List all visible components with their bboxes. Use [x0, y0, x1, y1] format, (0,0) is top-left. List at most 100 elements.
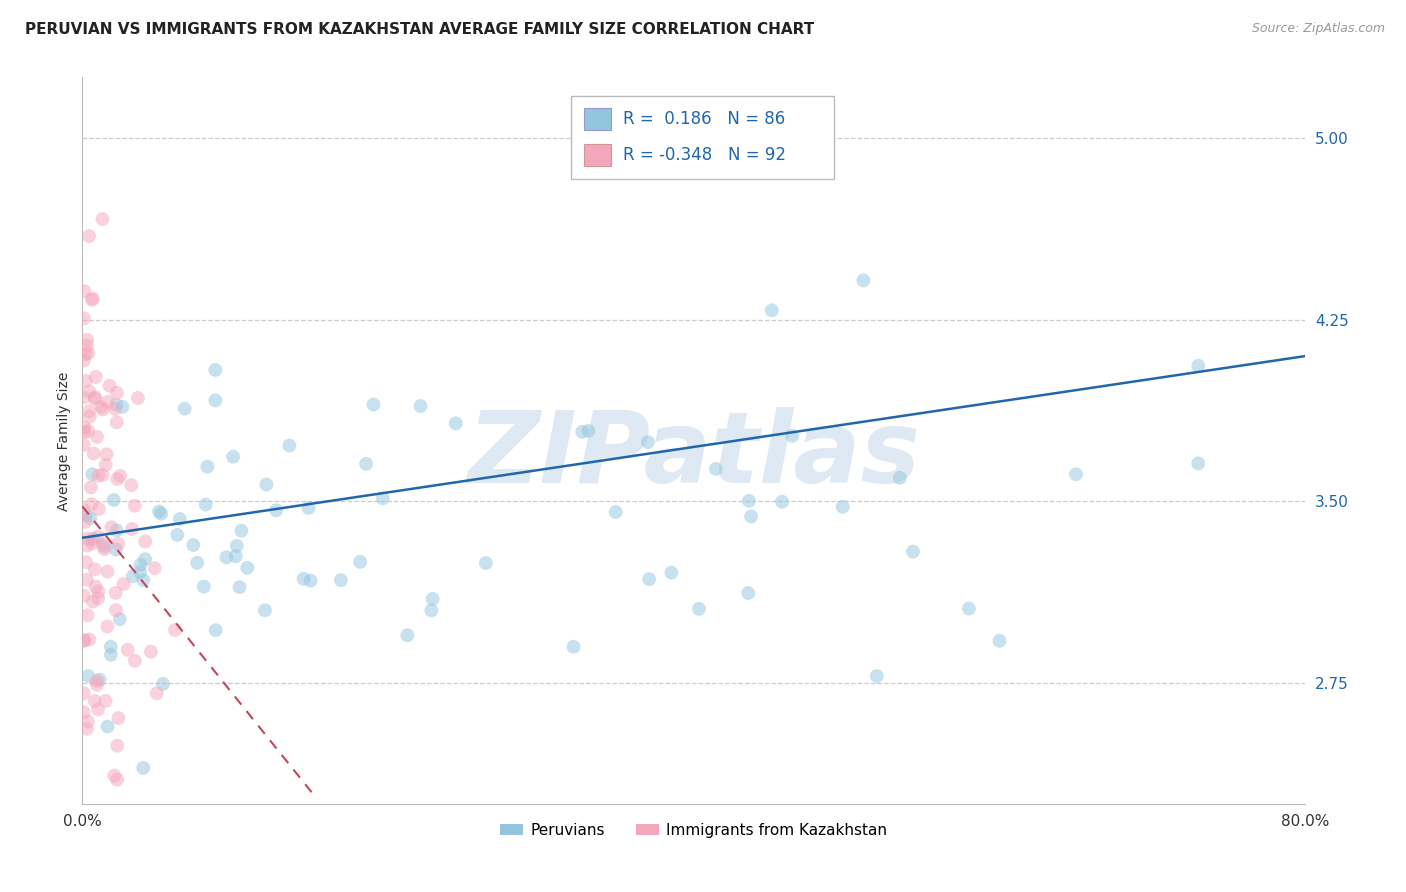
Point: [86, 673, 108, 688]
Point: [889, 471, 911, 485]
Point: [84, 390, 107, 404]
Point: [73, 706, 96, 720]
Point: [371, 491, 394, 506]
Point: [292, 572, 315, 586]
Point: [120, 478, 142, 492]
Point: [77, 404, 100, 418]
Point: [75, 555, 97, 569]
Point: [73, 589, 96, 603]
Point: [780, 429, 803, 443]
Point: [761, 303, 783, 318]
Point: [297, 500, 319, 515]
Point: [129, 565, 152, 579]
Point: [186, 556, 208, 570]
Text: R =  0.186   N = 86: R = 0.186 N = 86: [623, 110, 785, 128]
Point: [87, 468, 110, 483]
Point: [75, 515, 97, 529]
Point: [225, 549, 247, 564]
Point: [866, 669, 889, 683]
Point: [76, 532, 98, 546]
Point: [84, 392, 107, 406]
Point: [605, 505, 627, 519]
Point: [165, 623, 187, 637]
Point: [73, 425, 96, 439]
Point: [83, 532, 105, 546]
Point: [80, 497, 103, 511]
Point: [194, 498, 217, 512]
Point: [94, 694, 117, 708]
Point: [100, 640, 122, 654]
Text: R = -0.348   N = 92: R = -0.348 N = 92: [623, 146, 786, 164]
Point: [988, 633, 1011, 648]
Point: [86, 430, 108, 444]
Point: [204, 363, 226, 377]
Point: [222, 450, 245, 464]
Point: [76, 339, 98, 353]
Point: [91, 537, 114, 551]
Point: [132, 573, 155, 587]
Point: [112, 577, 135, 591]
Point: [87, 591, 110, 606]
Point: [831, 500, 853, 514]
Point: [107, 537, 129, 551]
Point: [329, 573, 352, 587]
Point: [73, 420, 96, 434]
Point: [475, 556, 498, 570]
Point: [73, 284, 96, 298]
Point: [91, 212, 114, 227]
Point: [73, 634, 96, 648]
Point: [73, 353, 96, 368]
Point: [1187, 456, 1209, 470]
Point: [87, 502, 110, 516]
Point: [204, 393, 226, 408]
Text: PERUVIAN VS IMMIGRANTS FROM KAZAKHSTAN AVERAGE FAMILY SIZE CORRELATION CHART: PERUVIAN VS IMMIGRANTS FROM KAZAKHSTAN A…: [25, 22, 814, 37]
Point: [83, 694, 105, 708]
Point: [396, 628, 419, 642]
Point: [121, 569, 143, 583]
Point: [225, 539, 247, 553]
Point: [409, 399, 432, 413]
Point: [901, 544, 924, 558]
Point: [737, 586, 759, 600]
Point: [111, 400, 134, 414]
Point: [104, 401, 127, 416]
Point: [83, 446, 105, 460]
Point: [215, 550, 238, 565]
Point: [97, 394, 120, 409]
Point: [195, 459, 218, 474]
Point: [152, 677, 174, 691]
Point: [166, 528, 188, 542]
Point: [93, 542, 115, 557]
Point: [76, 573, 98, 587]
Point: [169, 512, 191, 526]
Point: [105, 772, 128, 787]
Point: [231, 524, 253, 538]
Point: [87, 530, 110, 544]
Point: [562, 640, 585, 654]
FancyBboxPatch shape: [571, 95, 834, 179]
Point: [173, 401, 195, 416]
Point: [571, 425, 593, 439]
Point: [661, 566, 683, 580]
Point: [349, 555, 371, 569]
Point: [87, 584, 110, 599]
Point: [148, 504, 170, 518]
Point: [957, 601, 980, 615]
Point: [96, 447, 118, 461]
Point: [96, 720, 118, 734]
Point: [253, 603, 276, 617]
Point: [82, 467, 104, 482]
Point: [84, 370, 107, 384]
Point: [96, 619, 118, 633]
Point: [121, 522, 143, 536]
Point: [75, 374, 97, 388]
Point: [75, 347, 97, 361]
Point: [688, 602, 710, 616]
Point: [444, 417, 467, 431]
Point: [79, 511, 101, 525]
Point: [204, 623, 226, 637]
Point: [96, 565, 118, 579]
Point: [105, 398, 128, 412]
Point: [139, 645, 162, 659]
Point: [100, 520, 122, 534]
